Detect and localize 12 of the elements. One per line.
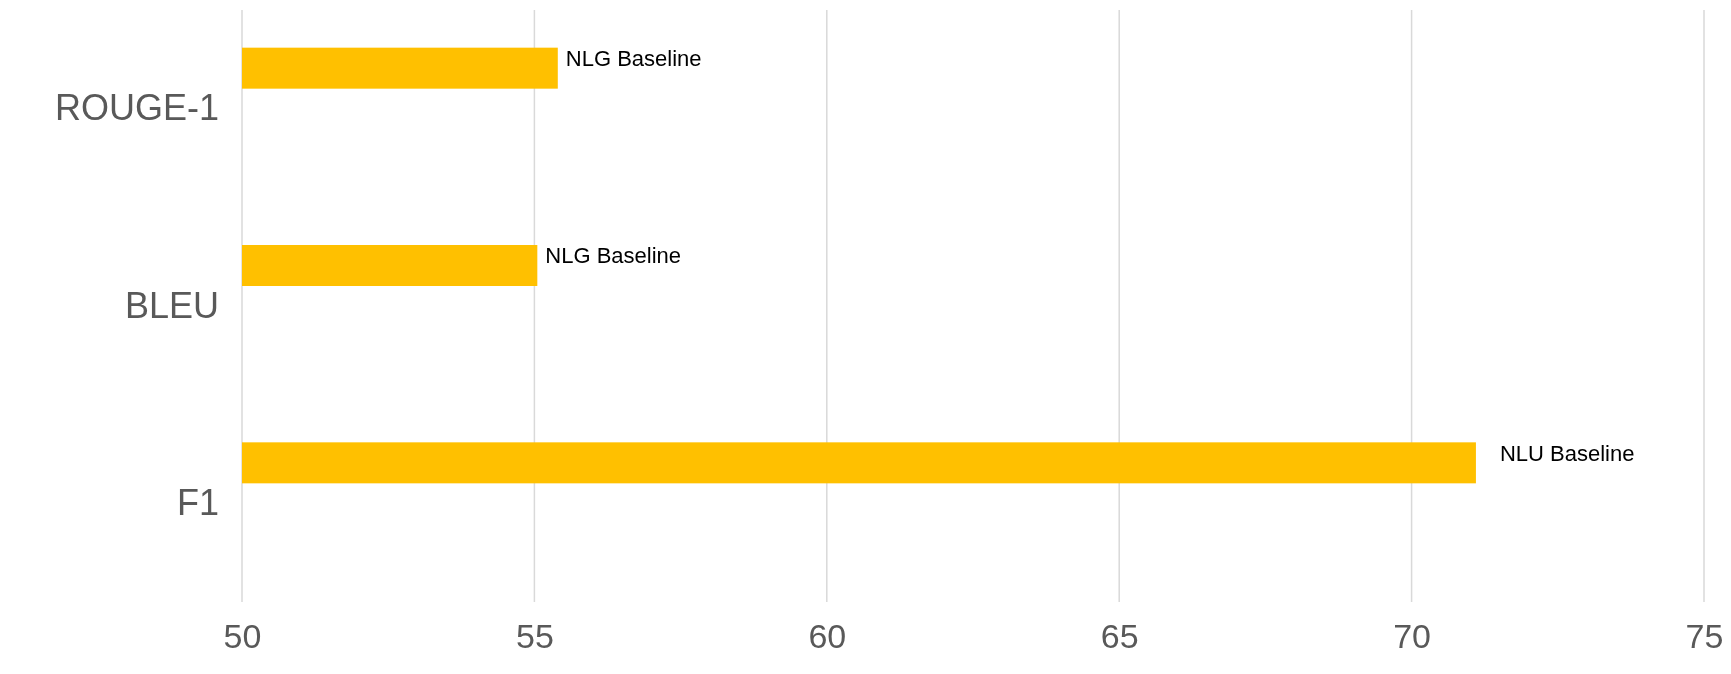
- x-tick-label: 60: [808, 617, 847, 656]
- data-label: NLG Baseline: [545, 243, 682, 269]
- x-tick-label: 50: [223, 617, 262, 656]
- x-tick-label: 75: [1685, 617, 1724, 656]
- data-label: NLU Baseline: [1499, 440, 1635, 466]
- x-tick-label: 70: [1393, 617, 1432, 656]
- x-tick-label: 55: [515, 617, 554, 656]
- y-tick-label: ROUGE-1: [54, 87, 219, 129]
- y-tick-label: F1: [176, 481, 219, 523]
- y-tick-label: BLEU: [124, 284, 219, 326]
- data-label: NLG Baseline: [565, 45, 702, 71]
- x-tick-label: 65: [1100, 617, 1139, 656]
